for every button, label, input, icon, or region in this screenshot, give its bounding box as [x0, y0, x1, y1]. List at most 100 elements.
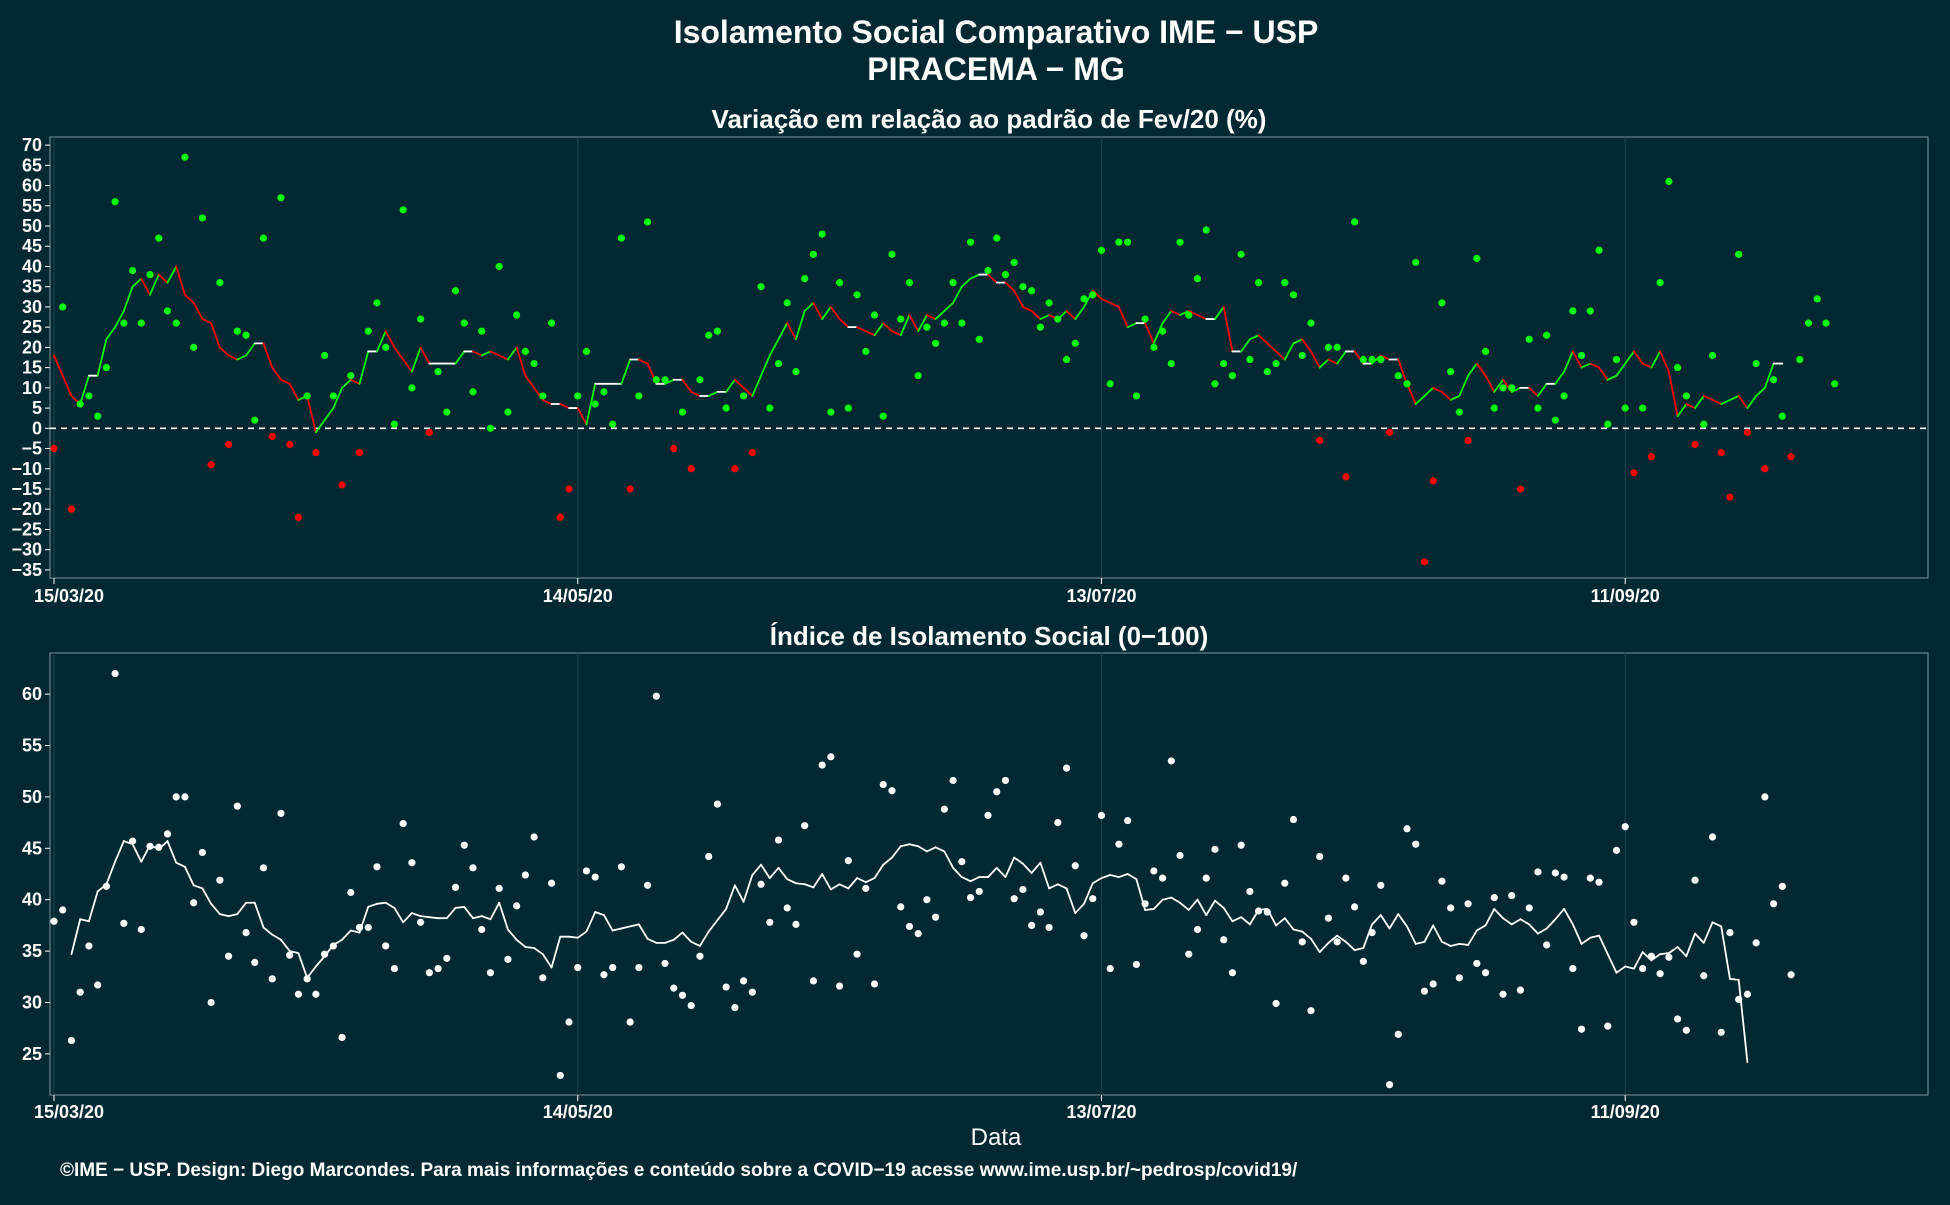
variacao-moving-average-segment: [637, 358, 649, 365]
indice-moving-average-segment: [227, 913, 239, 918]
variacao-daily-point: [1351, 218, 1359, 226]
indice-daily-point: [1560, 873, 1568, 881]
variacao-y-tick-label: 50: [22, 216, 42, 236]
variacao-daily-point: [617, 234, 625, 242]
variacao-moving-average-segment: [1187, 310, 1199, 316]
variacao-moving-average-segment: [541, 399, 553, 405]
indice-daily-point: [818, 761, 826, 769]
indice-moving-average-segment: [1685, 932, 1696, 958]
indice-daily-point: [355, 923, 364, 932]
indice-daily-point: [268, 975, 276, 983]
indice-daily-point: [320, 950, 329, 958]
variacao-daily-point: [635, 392, 643, 400]
variacao-daily-point: [1368, 355, 1376, 364]
indice-daily-point: [198, 848, 206, 857]
variacao-daily-point: [1499, 384, 1507, 392]
indice-moving-average-segment: [184, 865, 195, 887]
indice-daily-point: [530, 833, 538, 841]
variacao-daily-point: [233, 327, 241, 335]
variacao-moving-average-segment: [664, 378, 675, 385]
indice-daily-point: [940, 805, 948, 813]
indice-daily-point: [1010, 895, 1018, 903]
indice-moving-average-segment: [262, 926, 274, 936]
indice-daily-point: [329, 942, 337, 950]
variacao-daily-point: [1508, 384, 1516, 392]
indice-daily-point: [382, 942, 390, 950]
indice-daily-point: [1298, 938, 1306, 946]
variacao-daily-point: [1647, 453, 1656, 461]
variacao-moving-average-segment: [891, 330, 902, 337]
indice-daily-point: [434, 964, 442, 973]
variacao-daily-point: [216, 279, 224, 287]
variacao-moving-average-segment: [1318, 358, 1330, 369]
indice-moving-average-segment: [768, 866, 780, 880]
indice-moving-average-segment: [629, 923, 640, 928]
indice-daily-point: [1752, 939, 1760, 947]
variacao-moving-average-segment: [882, 322, 893, 333]
indice-moving-average-segment: [1301, 930, 1312, 940]
indice-daily-point: [1263, 908, 1271, 916]
variacao-moving-average-segment: [585, 382, 597, 426]
variacao-daily-point: [67, 505, 76, 513]
indice-daily-point: [722, 983, 730, 991]
indice-daily-point: [338, 1033, 346, 1042]
indice-daily-point: [1254, 907, 1263, 915]
variacao-daily-point: [521, 347, 529, 356]
indice-daily-point: [1455, 974, 1463, 982]
indice-moving-average-segment: [1475, 924, 1487, 932]
variacao-daily-point: [844, 404, 852, 412]
indice-moving-average-segment: [79, 918, 90, 923]
variacao-moving-average-segment: [1397, 358, 1408, 385]
indice-daily-point: [783, 904, 791, 912]
variacao-daily-point: [1124, 238, 1132, 246]
indice-daily-point: [801, 822, 809, 830]
indice-moving-average-segment: [1214, 899, 1225, 909]
variacao-moving-average-segment: [768, 338, 780, 357]
variacao-daily-point: [1307, 319, 1315, 327]
variacao-moving-average-segment: [131, 277, 143, 288]
indice-moving-average-segment: [1449, 942, 1461, 947]
indice-moving-average-segment: [114, 840, 125, 863]
indice-daily-point: [696, 952, 704, 960]
indice-moving-average-segment: [908, 843, 920, 848]
indice-moving-average-segment: [646, 937, 658, 944]
indice-daily-point: [652, 692, 660, 700]
variacao-daily-point: [1254, 279, 1263, 287]
variacao-daily-point: [320, 351, 329, 360]
indice-moving-average-segment: [1702, 921, 1714, 944]
panel-variacao: Variação em relação ao padrão de Fev/20 …: [11, 104, 1929, 606]
variacao-moving-average-segment: [1214, 306, 1225, 320]
indice-daily-point: [425, 969, 433, 977]
variacao-daily-point: [1272, 359, 1280, 368]
variacao-daily-point: [1752, 359, 1760, 368]
indice-daily-point: [120, 919, 128, 927]
indice-moving-average-segment: [821, 873, 832, 891]
indice-moving-average-segment: [1528, 923, 1539, 935]
variacao-daily-point: [1464, 436, 1472, 445]
indice-y-tick-label: 55: [22, 736, 42, 756]
indice-moving-average-segment: [314, 955, 326, 968]
variacao-daily-point: [1141, 315, 1149, 323]
indice-moving-average-segment: [428, 916, 439, 920]
variacao-moving-average-segment: [507, 346, 518, 361]
indice-moving-average-segment: [934, 846, 946, 853]
variacao-daily-point: [1062, 355, 1071, 364]
indice-moving-average-segment: [620, 925, 632, 930]
variacao-moving-average-segment: [1222, 306, 1234, 353]
variacao-moving-average-segment: [140, 277, 151, 296]
indice-moving-average-segment: [1571, 923, 1583, 945]
indice-y-tick-label: 40: [22, 890, 42, 910]
variacao-daily-point: [76, 400, 84, 408]
variacao-daily-point: [547, 319, 556, 327]
indice-moving-average-segment: [943, 850, 954, 869]
variacao-daily-point: [294, 513, 303, 521]
indice-moving-average-segment: [70, 918, 82, 956]
variacao-moving-average-segment: [515, 346, 527, 377]
variacao-daily-point: [259, 234, 268, 242]
variacao-moving-average-segment: [856, 326, 867, 333]
indice-daily-point: [1141, 900, 1149, 908]
variacao-daily-point: [705, 331, 713, 339]
variacao-moving-average-segment: [786, 322, 797, 341]
variacao-daily-point: [827, 408, 835, 416]
variacao-daily-point: [539, 392, 547, 400]
